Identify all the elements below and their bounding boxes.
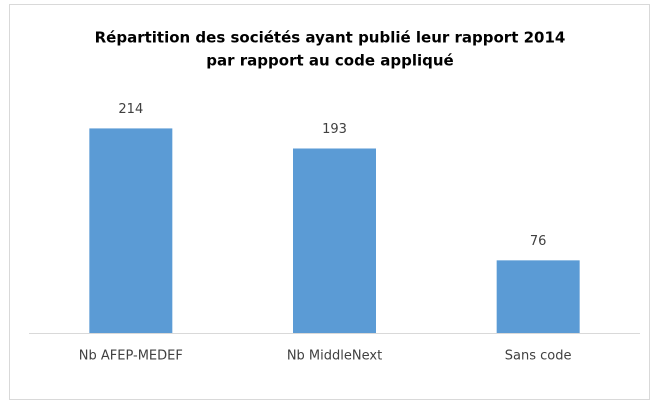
value-label: 76: [530, 234, 547, 249]
x-tick-label: Sans code: [505, 349, 572, 364]
x-tick-label: Nb MiddleNext: [287, 349, 382, 364]
chart-title: Répartition des sociétés ayant publié le…: [95, 29, 566, 47]
value-label: 193: [322, 122, 347, 137]
chart-title: par rapport au code appliqué: [206, 52, 453, 70]
bar: [496, 260, 580, 333]
bar: [89, 128, 173, 333]
bar: [293, 148, 376, 333]
value-label: 214: [118, 102, 143, 117]
x-tick-label: Nb AFEP-MEDEF: [79, 349, 183, 364]
